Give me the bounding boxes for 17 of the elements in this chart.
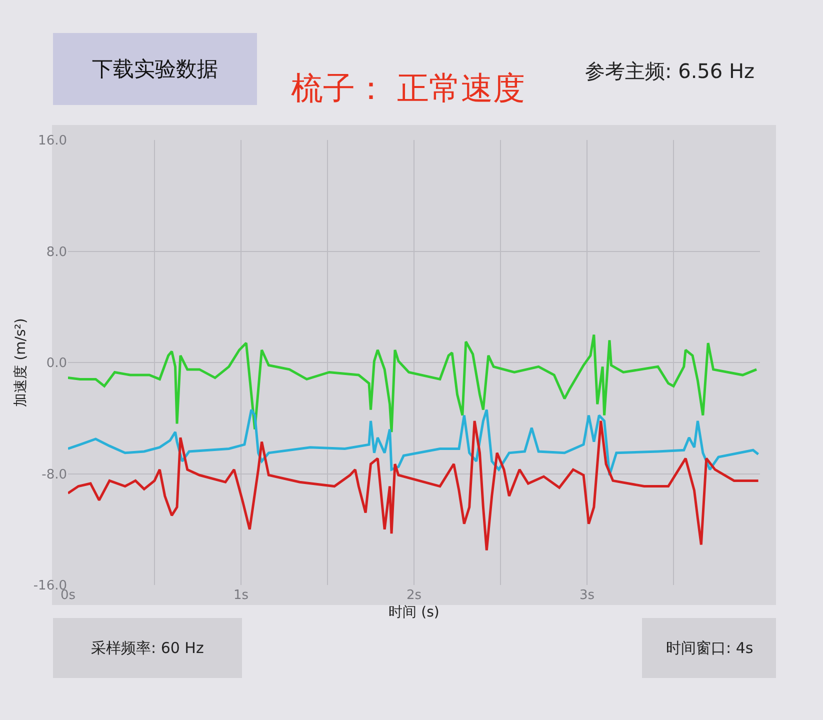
y-axis-title: 加速度 (m/s²) [12,318,29,407]
text: 采样频率: 60 Hz [91,639,204,657]
line-series [68,333,758,434]
text: 参考主频: 6.56 Hz [585,59,755,83]
line-series [68,420,760,552]
y-tick-label: -8.0 [42,467,67,482]
chart-title: 梳子： 正常速度 [291,69,526,107]
x-tick-label: 2s [406,588,422,603]
x-tick-label: 3s [579,588,595,603]
text: 下载实验数据 [92,57,218,81]
x-tick-label: 1s [233,588,249,603]
line-series [68,408,760,476]
x-axis-title: 时间 (s) [388,604,440,620]
y-tick-label: 0.0 [46,356,67,372]
y-tick-label: 8.0 [46,244,67,260]
y-tick-label: 16.0 [38,134,67,149]
text: 时间窗口: 4s [666,639,754,657]
